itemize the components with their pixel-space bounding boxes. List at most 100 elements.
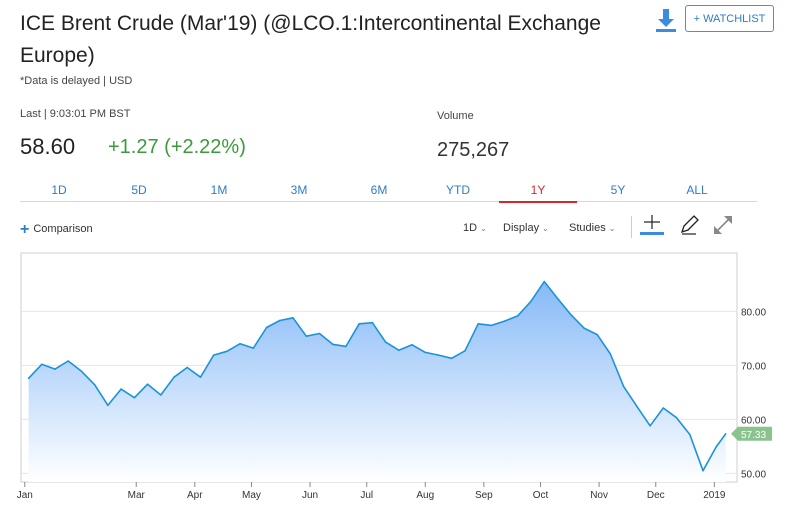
x-tick-label: Jul [360,490,373,501]
data-point [411,344,413,346]
data-point [424,351,427,354]
chevron-down-icon: ⌄ [542,224,549,233]
watchlist-button[interactable]: + WATCHLIST [685,5,774,32]
data-point [212,354,215,356]
plus-icon: + [20,221,30,238]
price-chart[interactable]: 50.00 60.00 70.00 80.00 Jan Mar Apr May Jun Jul Au… [0,250,788,519]
data-point [622,385,625,388]
data-point [160,394,162,396]
interval-select[interactable]: 1D ⌄ [463,222,487,234]
data-point [596,333,598,336]
data-point [265,326,268,329]
data-point [398,349,400,351]
comparison-button[interactable]: + Comparison [20,221,93,239]
last-value-badge [731,426,772,441]
chevron-down-icon: ⌄ [480,224,487,233]
data-point [305,335,308,337]
tab-all[interactable]: ALL [686,183,708,197]
data-point [252,347,255,349]
data-point [543,280,546,283]
download-icon[interactable] [655,8,677,32]
data-point [609,353,612,355]
data-point [292,317,294,319]
data-point [371,321,374,324]
data-point [27,377,30,380]
data-point [702,469,704,472]
tab-1m[interactable]: 1M [210,183,228,197]
range-tabs: 1D 5D 1M 3M 6M YTD 1Y 5Y ALL [20,178,757,203]
last-trade-label: Last | 9:03:01 PM BST [20,108,131,120]
data-point [93,384,96,386]
data-point [437,354,440,356]
x-tick-label: Aug [416,490,434,501]
tab-1d[interactable]: 1D [51,183,67,197]
tab-5d[interactable]: 5D [131,183,147,197]
volume-label: Volume [437,110,474,122]
data-point [120,388,122,390]
y-tick-label: 80.00 [741,307,766,318]
volume-value: 275,267 [437,139,510,161]
interval-label: 1D [463,222,478,234]
chevron-down-icon: ⌄ [608,224,616,233]
display-label: Display [503,222,540,234]
data-point [583,327,585,329]
x-tick-label: Dec [647,490,665,501]
price-change: +1.27 (+2.22%) [108,136,246,158]
x-tick-label: Sep [475,490,493,501]
data-point [724,433,727,435]
comparison-label: Comparison [33,223,93,235]
data-point [556,297,559,300]
data-point [67,360,69,362]
studies-select[interactable]: Studies ⌄ [569,222,615,234]
tab-ytd[interactable]: YTD [446,183,470,197]
y-tick-label: 70.00 [741,361,766,372]
price-area [28,281,726,482]
tab-6m[interactable]: 6M [370,183,388,197]
data-point [80,370,83,373]
data-point [173,376,175,378]
data-point [570,313,572,316]
fullscreen-icon[interactable] [710,212,736,238]
data-point [226,350,228,353]
x-tick-label: 2019 [703,490,726,501]
x-tick-label: May [242,490,261,501]
tab-3m[interactable]: 3M [290,183,308,197]
data-point [530,300,532,302]
x-tick-label: Mar [128,490,146,501]
data-point [107,404,109,407]
data-point [715,446,717,448]
data-point [133,396,136,399]
data-point [503,320,506,322]
tab-1y[interactable]: 1Y [499,178,577,203]
data-point [450,357,453,360]
y-tick-label: 50.00 [741,469,766,480]
price-line [28,280,727,472]
chart-svg: 50.00 60.00 70.00 80.00 Jan Mar Apr May Jun Jul Au… [17,252,772,501]
data-point [331,343,334,346]
data-point [649,425,651,427]
studies-label: Studies [569,222,606,234]
data-point [146,383,149,385]
data-point [384,341,387,343]
toolbar-divider [631,216,632,238]
data-point [186,366,188,369]
x-tick-label: Nov [590,490,608,501]
x-tick-label: Oct [533,490,549,501]
draw-pencil-icon[interactable] [676,212,702,238]
page-title: ICE Brent Crude (Mar'19) (@LCO.1:Interco… [20,12,601,67]
data-point [464,350,466,352]
data-point [239,342,241,345]
data-point [318,332,321,335]
data-point [490,324,493,327]
delayed-note: *Data is delayed | USD [20,75,133,87]
tab-5y[interactable]: 5Y [610,183,626,197]
x-tick-label: Apr [187,490,203,501]
x-tick-label: Jan [17,490,33,501]
data-point [662,407,665,409]
data-point [345,345,347,348]
crosshair-icon[interactable] [639,212,665,238]
data-point [54,368,56,370]
y-tick-label: 60.00 [741,415,766,426]
data-point [689,433,691,436]
display-select[interactable]: Display ⌄ [503,222,549,234]
